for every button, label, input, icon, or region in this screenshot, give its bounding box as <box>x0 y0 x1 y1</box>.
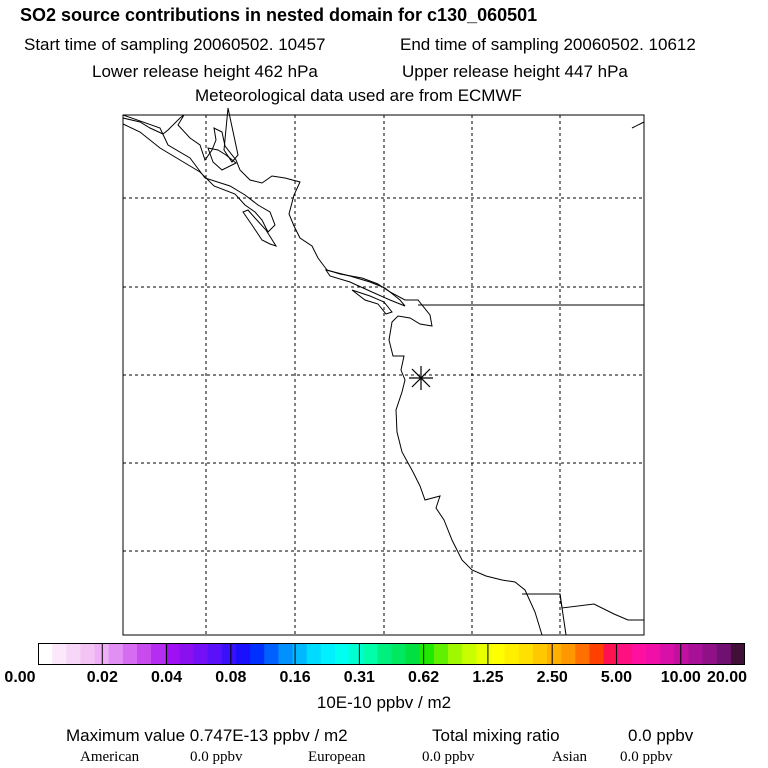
color-scale-swatch <box>547 643 562 665</box>
european-value: 0.0 ppbv <box>422 749 475 765</box>
maximum-value-label: Maximum value 0.747E-13 ppbv / m2 <box>66 726 348 745</box>
color-scale-swatch <box>108 643 124 665</box>
color-scale-swatch <box>462 643 477 665</box>
color-scale-swatch <box>603 643 619 665</box>
color-scale-swatch <box>250 643 265 665</box>
color-scale-tick-label: 0.31 <box>343 669 375 686</box>
met-data-label: Meteorological data used are from ECMWF <box>195 86 522 105</box>
color-scale-swatch <box>377 643 392 665</box>
island-tip <box>223 107 239 163</box>
color-scale-swatch <box>136 643 152 665</box>
color-scale-tick-label: 10.00 <box>660 669 701 686</box>
color-scale-tick-label: 0.16 <box>279 669 311 686</box>
inlet <box>351 289 393 315</box>
upper-release-label: Upper release height 447 hPa <box>402 62 628 81</box>
european-label: European <box>308 749 366 765</box>
color-scale-swatch <box>264 643 279 665</box>
american-label: American <box>80 749 140 765</box>
color-scale-swatch <box>165 643 180 665</box>
color-scale-swatch <box>66 643 81 665</box>
color-scale-swatch <box>278 643 293 665</box>
color-scale-swatch <box>179 643 194 665</box>
color-scale-swatch <box>391 643 407 665</box>
asterisk-release-marker <box>409 366 433 390</box>
island-small <box>207 147 237 171</box>
color-scale-swatch <box>504 643 520 665</box>
coastlines <box>122 107 645 636</box>
total-mixing-ratio-value: 0.0 ppbv <box>628 726 694 745</box>
map-gridlines <box>123 115 644 635</box>
total-mixing-ratio-label: Total mixing ratio <box>432 726 560 745</box>
color-scale-tick-label: 20.00 <box>706 669 748 686</box>
color-scale-tick-label: 1.25 <box>472 669 504 686</box>
color-scale-units: 10E-10 ppbv / m2 <box>316 693 452 712</box>
color-scale-swatch <box>122 643 138 665</box>
color-scale-swatch <box>702 643 718 665</box>
color-scale-border <box>38 643 745 665</box>
color-scale-swatch <box>80 643 95 665</box>
inland-line <box>559 593 567 636</box>
american-value: 0.0 ppbv <box>190 749 243 765</box>
color-scale-swatch <box>532 643 548 665</box>
color-scale-bar <box>38 643 745 665</box>
island-strait <box>324 269 406 307</box>
color-scale-swatch <box>193 643 209 665</box>
color-scale-swatch <box>38 643 53 665</box>
color-scale-tick-label: 0.08 <box>215 669 247 686</box>
color-scale-swatch <box>221 643 237 665</box>
color-scale-swatch <box>306 643 322 665</box>
color-scale-swatch <box>52 643 67 665</box>
map-panel <box>122 107 645 636</box>
asian-value: 0.0 ppbv <box>620 749 673 765</box>
color-scale-swatch <box>405 643 421 665</box>
color-scale-tick-label: 0.00 <box>4 669 36 686</box>
color-scale-swatch <box>363 643 378 665</box>
asian-label: Asian <box>552 749 587 765</box>
island-inner <box>242 209 278 247</box>
color-scale-tick-label: 0.04 <box>150 669 183 686</box>
color-scale-swatch <box>518 643 534 665</box>
color-scale-swatch <box>674 643 689 665</box>
color-scale-swatch <box>589 643 604 665</box>
color-scale-tick-label: 2.50 <box>536 669 568 686</box>
color-scale-swatch <box>151 643 166 665</box>
color-scale-swatch <box>660 643 675 665</box>
color-scale-swatch <box>448 643 463 665</box>
island-large <box>122 114 276 233</box>
color-scale-swatch <box>419 643 435 665</box>
color-scale-swatch <box>320 643 336 665</box>
color-scale-tick-label: 0.62 <box>408 669 440 686</box>
coast-corner <box>631 121 645 129</box>
color-scale-swatch <box>716 643 732 665</box>
start-time-label: Start time of sampling 20060502. 10457 <box>24 35 326 54</box>
color-scale-swatch <box>646 643 661 665</box>
color-scale-swatch <box>688 643 703 665</box>
end-time-label: End time of sampling 20060502. 10612 <box>400 35 696 54</box>
color-scale-swatch <box>292 643 308 665</box>
color-scale-swatch <box>349 643 364 665</box>
color-scale-swatch <box>617 643 633 665</box>
color-scale-swatch <box>631 643 647 665</box>
color-scale-swatch <box>490 643 506 665</box>
color-scale-swatch <box>207 643 223 665</box>
color-scale-tick-label: 5.00 <box>600 669 633 686</box>
color-scale-swatch <box>235 643 251 665</box>
color-scale-swatch <box>730 643 745 665</box>
color-scale-swatch <box>476 643 491 665</box>
color-scale-swatch <box>433 643 449 665</box>
lower-release-label: Lower release height 462 hPa <box>92 62 318 81</box>
color-scale-swatch <box>575 643 590 665</box>
plot-title: SO2 source contributions in nested domai… <box>20 5 538 25</box>
color-scale-swatch <box>334 643 350 665</box>
color-scale-swatch <box>561 643 576 665</box>
color-scale-tick-label: 0.02 <box>86 669 118 686</box>
